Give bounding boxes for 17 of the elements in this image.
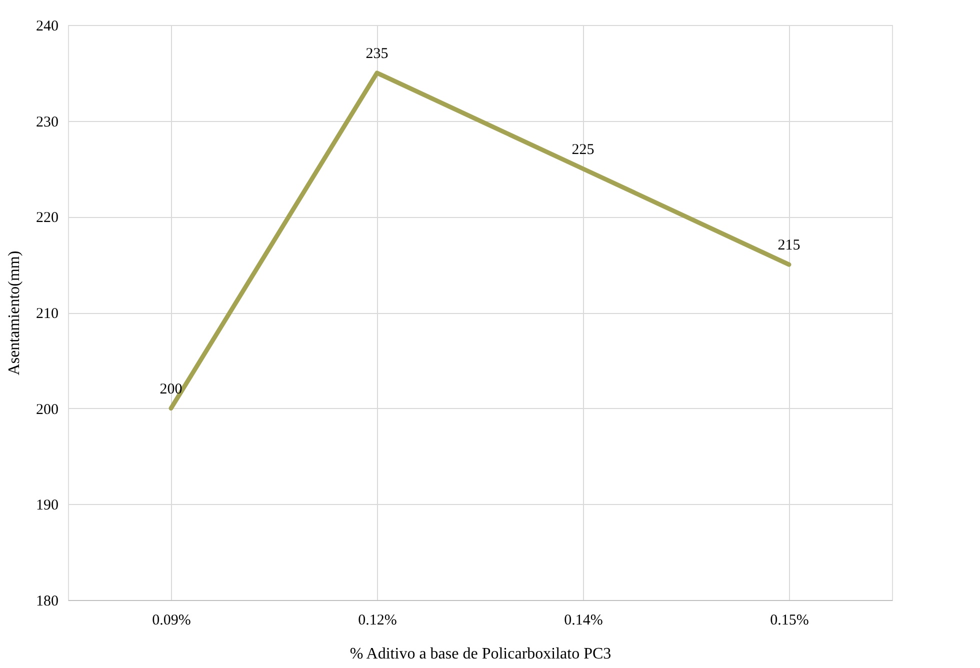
data-label: 235 xyxy=(366,46,388,62)
x-axis-title: % Aditivo a base de Policarboxilato PC3 xyxy=(350,646,612,662)
y-tick-label: 230 xyxy=(36,114,58,130)
y-axis-title: Asentamiento(mm) xyxy=(6,250,23,376)
data-label: 225 xyxy=(572,142,594,158)
data-label: 215 xyxy=(778,238,800,254)
y-tick-label: 200 xyxy=(36,402,58,418)
x-tick-label: 0.15% xyxy=(770,612,809,628)
x-tick-label: 0.14% xyxy=(564,612,603,628)
y-tick-label: 220 xyxy=(36,210,58,226)
y-tick-label: 180 xyxy=(36,594,58,610)
data-label: 200 xyxy=(160,381,182,398)
y-tick-label: 210 xyxy=(36,306,58,322)
y-tick-label: 240 xyxy=(36,18,58,34)
y-tick-label: 190 xyxy=(36,498,58,514)
x-tick-label: 0.12% xyxy=(358,612,397,628)
x-tick-label: 0.09% xyxy=(152,612,191,628)
